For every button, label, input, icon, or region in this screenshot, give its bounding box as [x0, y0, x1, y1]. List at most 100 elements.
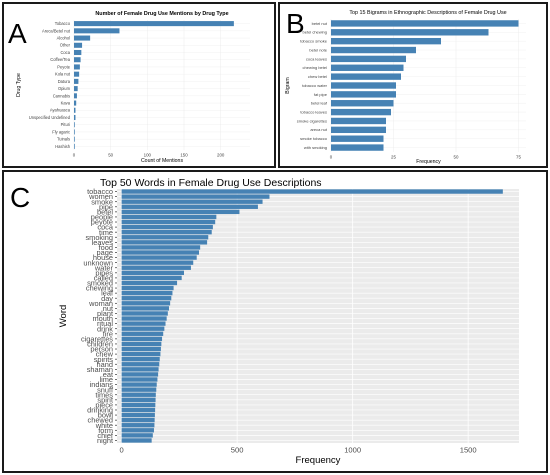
category-label: chewing betel	[303, 65, 328, 70]
category-label: children	[87, 340, 113, 349]
category-label: Ayahuasca	[50, 108, 71, 113]
category-label: chewing	[86, 284, 113, 293]
x-tick-label: 25	[391, 154, 396, 159]
category-label: hand	[97, 360, 113, 369]
category-label: eat	[103, 370, 113, 379]
category-label: smoke	[91, 197, 113, 206]
bar	[331, 37, 441, 45]
bar	[121, 438, 152, 443]
category-label: Pituri	[61, 122, 70, 127]
category-label: pipe	[99, 202, 113, 211]
bar	[121, 235, 209, 240]
category-label: chew	[96, 350, 114, 359]
bar	[121, 250, 200, 255]
category-label: smoke cigarettes	[297, 118, 327, 123]
category-label: night	[97, 436, 113, 445]
bar	[121, 240, 208, 245]
bar	[121, 229, 212, 235]
bar	[74, 28, 120, 34]
panel-b: betel nut betel chewing tobacco smoke betel…	[278, 2, 548, 168]
bar	[331, 82, 396, 89]
category-label: day	[101, 294, 113, 303]
bar	[331, 100, 394, 107]
category-label: tobacco leaves	[300, 110, 327, 115]
chart-b: betel nut betel chewing tobacco smoke betel…	[285, 10, 526, 165]
bar	[121, 382, 157, 387]
bar	[331, 55, 406, 63]
category-label: chew betel	[308, 74, 327, 79]
bar	[121, 199, 263, 204]
bar	[121, 311, 168, 316]
category-label: food	[99, 243, 113, 252]
bar	[74, 21, 234, 27]
category-label: Unspecified Undefined	[29, 115, 71, 120]
x-tick-label: 150	[180, 152, 188, 157]
bar	[74, 86, 78, 92]
category-label: chief	[97, 431, 114, 440]
bar	[121, 423, 155, 428]
bar	[74, 100, 77, 106]
x-tick-label: 1000	[344, 446, 361, 455]
bar	[331, 46, 416, 54]
chart-title: Top 50 Words in Female Drug Use Descript…	[100, 177, 322, 189]
x-tick-label: 200	[217, 152, 225, 157]
category-label: ritual	[97, 319, 113, 328]
bar	[331, 29, 489, 36]
category-label: betel	[97, 207, 113, 216]
bar	[121, 209, 240, 215]
category-label: Hashish	[55, 144, 71, 149]
bar	[121, 397, 156, 403]
bar	[331, 144, 384, 151]
category-label: person	[90, 345, 113, 354]
category-label: Cannabis	[53, 93, 70, 98]
category-label: spirit	[97, 395, 113, 404]
category-label: Coffee/Tea	[50, 57, 70, 62]
bar	[121, 306, 169, 311]
x-tick-label: 50	[108, 152, 113, 157]
bar	[121, 224, 213, 230]
bar	[121, 428, 154, 433]
y-axis-label: Bigram	[285, 77, 291, 93]
bar	[74, 78, 79, 84]
x-axis-label: Frequency	[296, 455, 341, 466]
x-tick-label: 500	[231, 446, 244, 455]
category-label: white	[95, 421, 113, 430]
bar	[331, 91, 396, 98]
category-label: Peyote	[57, 64, 70, 69]
panel-a: Tobacco Areca/Betel nut Alcohol Other Coca Co…	[2, 2, 276, 168]
category-label: form	[98, 426, 113, 435]
category-label: nut	[103, 304, 113, 313]
category-label: fat pipe	[314, 92, 328, 97]
category-label: called	[94, 273, 113, 282]
bar	[121, 194, 270, 199]
category-label: pipes	[95, 268, 113, 277]
bar	[121, 402, 156, 408]
category-label: water	[94, 263, 114, 272]
category-label: smoke tobacco	[300, 136, 328, 141]
bar	[74, 49, 82, 56]
bar	[74, 129, 75, 135]
bar	[121, 290, 173, 296]
category-label: house	[93, 253, 113, 262]
category-label: spirits	[94, 355, 114, 364]
category-label: Fly agaric	[52, 129, 70, 134]
category-label: Datura	[58, 79, 71, 84]
category-label: shaman	[87, 365, 113, 374]
chart-c: tobaccowomensmokepipebetelpeoplepeyoteco…	[58, 177, 519, 466]
category-label: indians	[90, 380, 114, 389]
bar	[74, 35, 91, 41]
category-label: coca	[97, 223, 114, 232]
category-label: smoking	[85, 233, 113, 242]
category-label: cigarettes	[81, 334, 113, 343]
category-label: smoked	[87, 279, 113, 288]
bar	[121, 362, 160, 367]
panel-letter-a: A	[8, 18, 27, 49]
bar	[331, 126, 386, 134]
category-label: Other	[60, 43, 71, 48]
bar	[121, 346, 161, 352]
bar	[121, 367, 159, 372]
category-label: leaves	[92, 238, 114, 247]
bar	[74, 71, 80, 77]
bar	[121, 407, 156, 413]
bar	[74, 114, 76, 121]
